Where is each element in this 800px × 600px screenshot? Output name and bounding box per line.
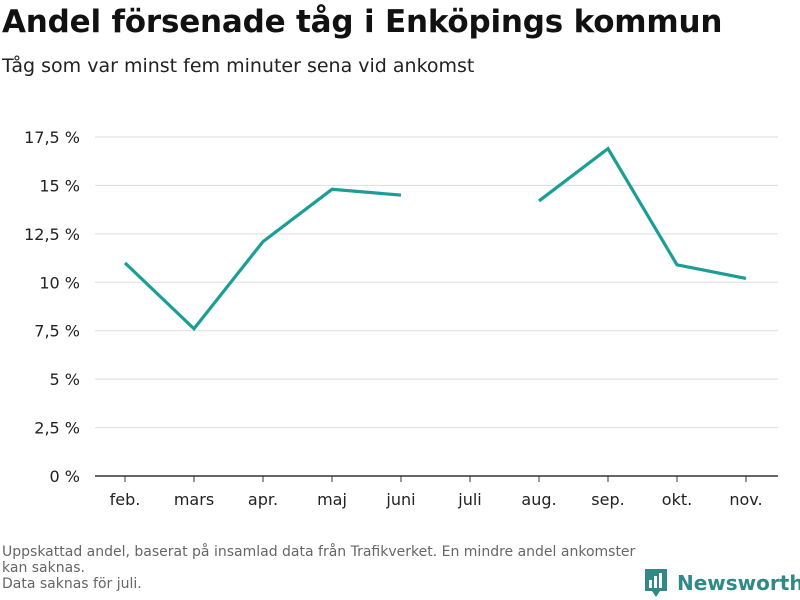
footnote-line-2: Data saknas för juli. [2, 576, 142, 592]
chart-title: Andel försenade tåg i Enköpings kommun [2, 4, 723, 40]
y-tick-label: 5 % [50, 370, 80, 389]
y-tick-label: 7,5 % [34, 322, 80, 341]
x-tick-labels: feb. mars apr. maj juni juli aug. sep. okt. nov. [110, 490, 763, 509]
brand-name: Newsworthy [677, 571, 800, 595]
x-tick-label: maj [317, 490, 347, 509]
x-tick-label: nov. [729, 490, 762, 509]
series-line-segment [123, 187, 402, 332]
x-tick-label: feb. [110, 490, 141, 509]
y-tick-label: 15 % [39, 176, 80, 195]
y-tick-label: 17,5 % [24, 128, 80, 147]
x-tick-label: sep. [591, 490, 624, 509]
x-axis [95, 475, 778, 482]
x-tick-label: mars [174, 490, 214, 509]
footnote: Uppskattad andel, baserat på insamlad da… [2, 544, 642, 592]
x-tick-label: juli [457, 490, 481, 509]
y-tick-labels: 0 % 2,5 % 5 % 7,5 % 10 % 12,5 % 15 % 17,5 % [24, 128, 80, 486]
x-tick-label: apr. [248, 490, 278, 509]
x-tick-label: juni [385, 490, 415, 509]
x-tick-label: aug. [521, 490, 556, 509]
y-tick-label: 12,5 % [24, 225, 80, 244]
y-tick-label: 0 % [50, 467, 80, 486]
series-lines [123, 146, 747, 332]
x-tick-label: okt. [662, 490, 692, 509]
brand-logo: Newsworthy [643, 567, 800, 599]
grid-lines [95, 136, 778, 429]
series-line-segment [538, 146, 747, 280]
chart-subtitle: Tåg som var minst fem minuter sena vid a… [2, 55, 475, 77]
line-chart: 0 % 2,5 % 5 % 7,5 % 10 % 12,5 % 15 % 17,5 % feb… [24, 128, 778, 509]
y-tick-label: 2,5 % [34, 419, 80, 438]
y-tick-label: 10 % [39, 273, 80, 292]
footnote-line-1: Uppskattad andel, baserat på insamlad da… [2, 544, 636, 576]
newsworthy-logo-icon [645, 569, 667, 597]
